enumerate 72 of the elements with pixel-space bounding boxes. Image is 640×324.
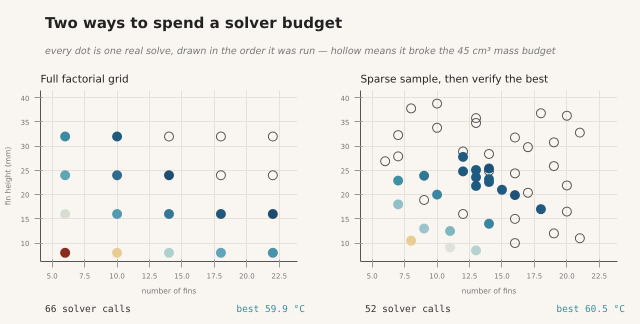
point (510, 214, 520, 224)
text: best 59.9 °C (236, 303, 305, 317)
point (112, 209, 122, 220)
point (60, 170, 70, 180)
point (406, 236, 416, 246)
point (60, 248, 70, 258)
point (458, 209, 468, 220)
point (510, 190, 520, 200)
point (393, 151, 404, 162)
point (164, 209, 174, 220)
point (216, 248, 226, 258)
text: Two ways to spend a solver budget (45, 13, 342, 34)
point (471, 113, 482, 124)
point (496, 184, 507, 195)
point (536, 108, 546, 118)
chart-title: Sparse sample, then verify the best (360, 74, 548, 86)
point (562, 110, 572, 121)
point (268, 170, 278, 180)
chart-title: Full factorial grid (40, 74, 129, 86)
point (164, 170, 174, 180)
point (60, 209, 70, 220)
point (471, 172, 482, 182)
point (484, 148, 494, 159)
point (548, 228, 559, 238)
point (471, 118, 482, 128)
point (522, 142, 533, 152)
point (216, 170, 226, 180)
point (164, 132, 174, 142)
point (419, 224, 430, 234)
point (268, 209, 278, 220)
point (510, 168, 520, 178)
point (458, 166, 468, 176)
point (574, 128, 585, 138)
point (380, 156, 390, 166)
point (445, 242, 456, 252)
point (484, 164, 494, 174)
point (60, 132, 70, 142)
point (164, 248, 174, 258)
point (471, 245, 482, 256)
point (562, 206, 572, 217)
point (562, 180, 572, 190)
point (419, 170, 430, 181)
point (445, 226, 456, 236)
point (268, 248, 278, 258)
point (216, 132, 226, 142)
point (548, 161, 559, 172)
point (112, 170, 122, 180)
point (574, 233, 585, 244)
text: every dot is one real solve, drawn in the order it was run — hollow means it broke the 45 cm³ mass budget (45, 45, 556, 59)
point (432, 190, 442, 200)
point (216, 209, 226, 220)
point (393, 130, 404, 140)
point (419, 194, 430, 205)
point (393, 176, 404, 186)
point (268, 132, 278, 142)
point (406, 103, 416, 114)
point (536, 204, 546, 214)
point (432, 122, 442, 133)
point (471, 180, 482, 191)
point (432, 98, 442, 109)
point (510, 132, 520, 142)
point (112, 132, 122, 142)
point (522, 188, 533, 198)
point (112, 248, 122, 258)
point (548, 137, 559, 148)
point (484, 218, 494, 229)
point (393, 199, 404, 210)
text: best 60.5 °C (556, 303, 625, 317)
text: 52 solver calls (365, 303, 451, 317)
text: 66 solver calls (45, 303, 131, 317)
point (458, 152, 468, 162)
point (510, 238, 520, 248)
